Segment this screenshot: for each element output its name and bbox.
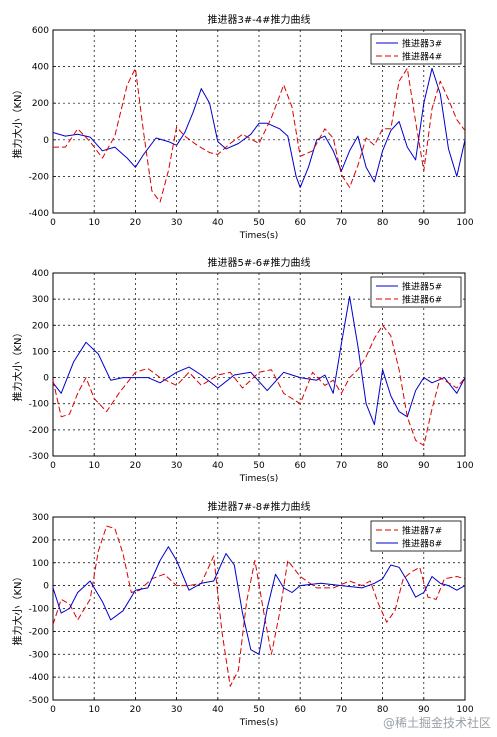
chart-title: 推进器7#-8#推力曲线 — [207, 500, 310, 513]
legend-label: 推进器4# — [402, 51, 442, 63]
y-tick-label: -100 — [29, 400, 50, 410]
y-tick-label: -500 — [29, 696, 50, 706]
legend-box — [370, 520, 462, 552]
series-group — [53, 67, 465, 203]
x-tick-label: 10 — [88, 705, 100, 715]
y-tick-label: 400 — [32, 63, 49, 73]
x-tick-label: 80 — [377, 218, 389, 228]
legend-box — [370, 276, 462, 308]
x-tick-label: 0 — [50, 218, 56, 228]
series-line-2 — [53, 546, 465, 655]
plots-container: 0 10 20 30 40 50 60 70 80 90 100-400-2000200400600… — [11, 13, 474, 728]
y-tick-label: 100 — [32, 347, 49, 357]
y-tick-label: 600 — [32, 26, 49, 36]
chart-title: 推进器5#-6#推力曲线 — [207, 256, 310, 269]
x-tick-label: 20 — [130, 218, 142, 228]
y-tick-label: -300 — [29, 452, 50, 462]
series-group — [53, 296, 465, 446]
x-tick-label: 60 — [294, 218, 306, 228]
x-tick-label: 40 — [212, 461, 224, 471]
y-tick-label: 0 — [43, 136, 49, 146]
y-tick-label: -200 — [29, 627, 50, 637]
x-tick-label: 50 — [253, 218, 265, 228]
y-tick-label: -400 — [29, 673, 50, 683]
chart-1: 0 10 20 30 40 50 60 70 80 90 100 -400 -200 0 200 400 600… — [11, 13, 474, 241]
x-tick-label: 50 — [253, 461, 265, 471]
y-tick-label: 200 — [32, 99, 49, 109]
legend-label: 推进器3# — [402, 38, 442, 50]
legend-label: 推进器7# — [402, 525, 442, 537]
x-tick-label: 40 — [212, 705, 224, 715]
x-tick-label: 30 — [171, 218, 183, 228]
x-axis-label: Times(s) — [239, 718, 278, 728]
x-tick-label: 100 — [456, 461, 473, 471]
x-tick-label: 10 — [88, 218, 100, 228]
x-tick-label: 20 — [130, 705, 142, 715]
legend-label: 推进器6# — [402, 294, 442, 306]
y-tick-label: -300 — [29, 650, 50, 660]
x-tick-label: 90 — [418, 218, 430, 228]
series-group — [53, 525, 465, 687]
legend-label: 推进器8# — [402, 538, 442, 550]
x-tick-label: 40 — [212, 218, 224, 228]
x-axis-label: Times(s) — [239, 231, 278, 241]
x-tick-label: 60 — [294, 461, 306, 471]
legend: 推进器7#推进器8# — [370, 520, 462, 552]
watermark: @稀土掘金技术社区 — [382, 716, 491, 730]
legend: 推进器5#推进器6# — [370, 276, 462, 308]
y-tick-label: 0 — [43, 374, 49, 384]
y-tick-label: 100 — [32, 559, 49, 569]
y-tick-label: 200 — [32, 321, 49, 331]
y-tick-label: -400 — [29, 209, 50, 219]
series-line-1 — [53, 296, 465, 426]
x-tick-label: 100 — [456, 705, 473, 715]
x-tick-label: 90 — [418, 705, 430, 715]
x-tick-label: 70 — [336, 218, 348, 228]
x-tick-label: 70 — [336, 705, 348, 715]
y-axis-label: 推力大小（KN） — [11, 84, 24, 158]
chart-title: 推进器3#-4#推力曲线 — [207, 13, 310, 26]
y-tick-label: 300 — [32, 513, 49, 523]
x-tick-label: 10 — [88, 461, 100, 471]
x-tick-label: 90 — [418, 461, 430, 471]
y-tick-label: -200 — [29, 426, 50, 436]
x-tick-label: 30 — [171, 461, 183, 471]
legend-box — [370, 33, 462, 65]
y-axis-label: 推力大小（KN） — [11, 571, 24, 645]
x-tick-label: 0 — [50, 705, 56, 715]
x-tick-label: 50 — [253, 705, 265, 715]
y-tick-label: 300 — [32, 295, 49, 305]
y-tick-label: 0 — [43, 582, 49, 592]
x-tick-label: 100 — [456, 218, 473, 228]
x-tick-label: 0 — [50, 461, 56, 471]
x-tick-label: 30 — [171, 705, 183, 715]
y-tick-label: 400 — [32, 269, 49, 279]
series-line-2 — [53, 324, 465, 446]
series-line-1 — [53, 525, 465, 687]
legend: 推进器3#推进器4# — [370, 33, 462, 65]
x-tick-label: 70 — [336, 461, 348, 471]
legend-label: 推进器5# — [402, 281, 442, 293]
x-tick-label: 20 — [130, 461, 142, 471]
x-tick-label: 80 — [377, 461, 389, 471]
y-tick-label: 200 — [32, 536, 49, 546]
series-line-1 — [53, 67, 465, 188]
x-axis-label: Times(s) — [239, 474, 278, 484]
x-tick-label: 60 — [294, 705, 306, 715]
y-tick-label: -200 — [29, 172, 50, 182]
chart-2: 0 10 20 30 40 50 60 70 80 90 100 -300 -200 -100 0 100 20… — [11, 256, 474, 484]
x-tick-label: 80 — [377, 705, 389, 715]
y-tick-label: -100 — [29, 605, 50, 615]
y-axis-label: 推力大小（KN） — [11, 327, 24, 401]
chart-3: 0 10 20 30 40 50 60 70 80 90 100 -500 -400 -300 -200 -1… — [11, 500, 474, 728]
